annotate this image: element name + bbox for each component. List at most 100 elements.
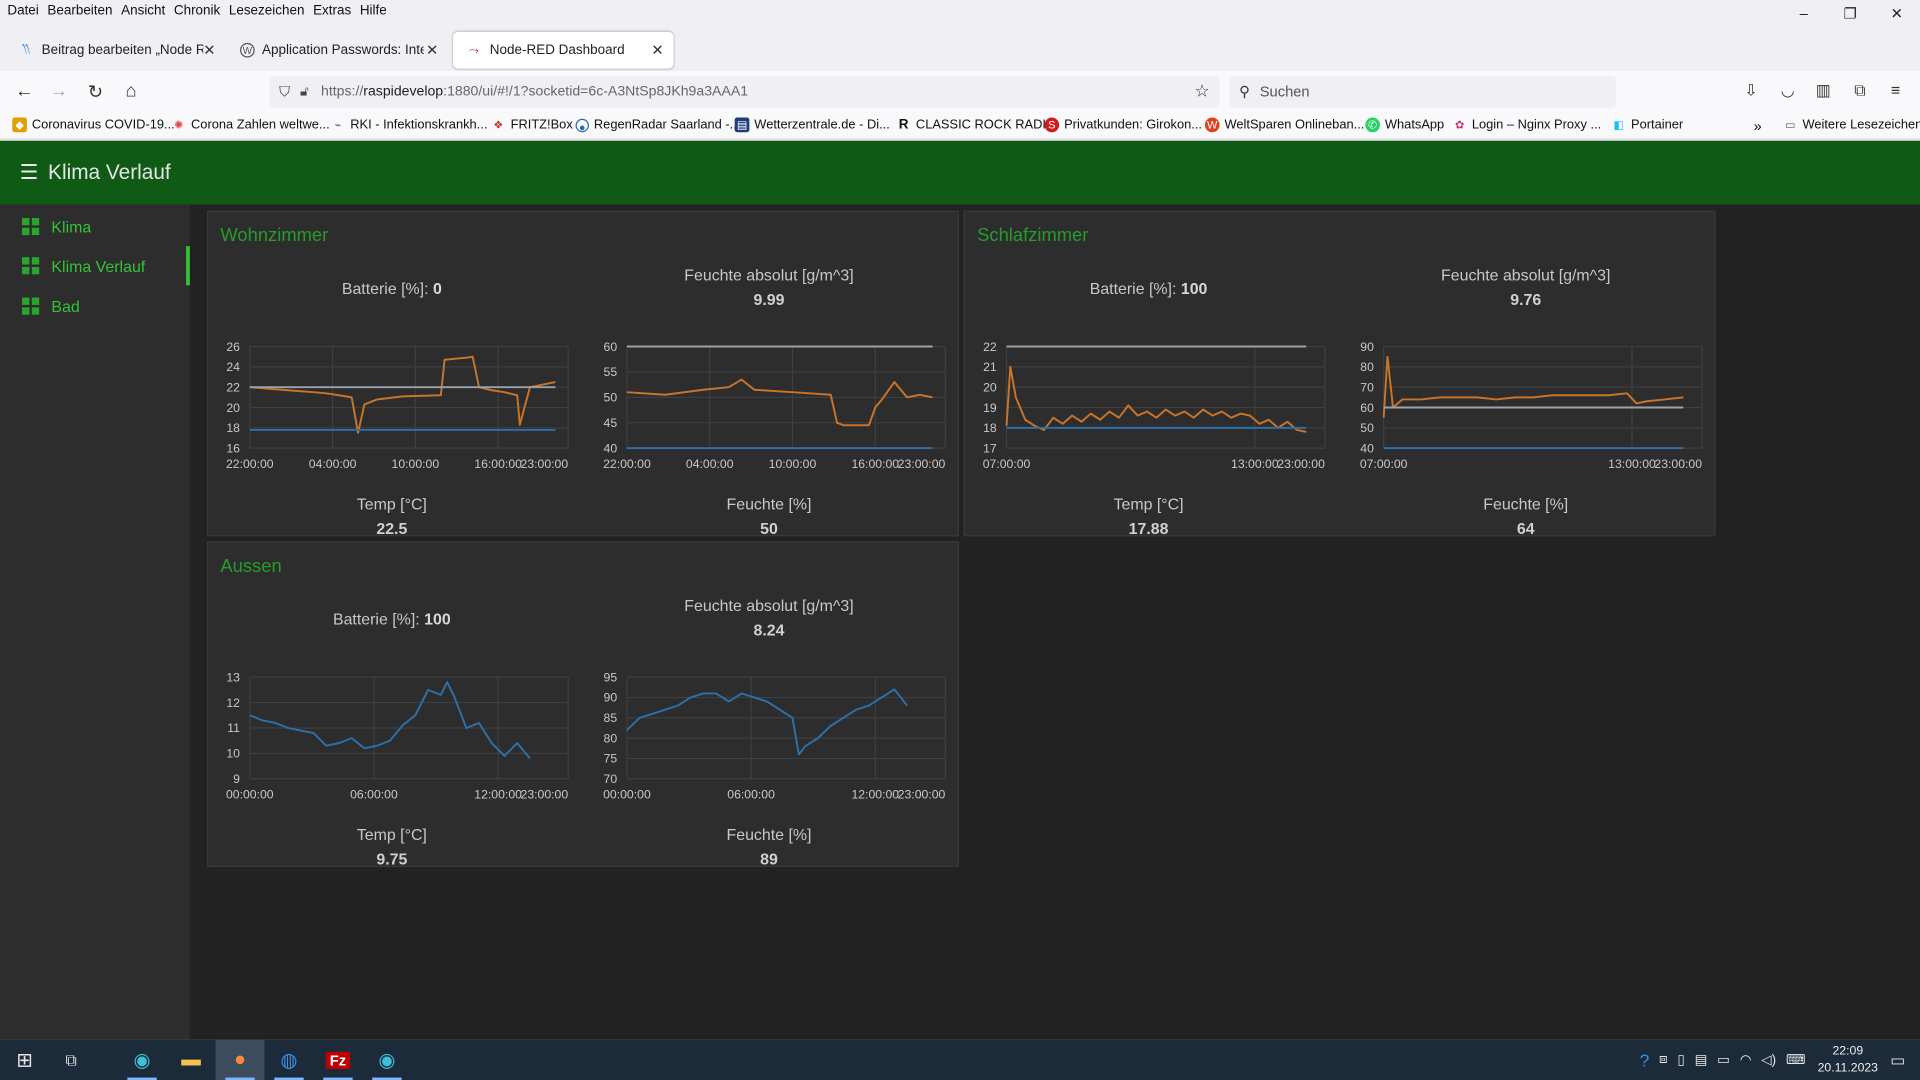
- battery-value: 100: [424, 609, 451, 629]
- pocket-icon[interactable]: ◡: [1780, 80, 1795, 100]
- temp-history-chart[interactable]: 16 18 20 22 24 26 22:00:00 04:00:00 10:00:00 16:0…: [208, 334, 583, 478]
- bookmark-star-icon[interactable]: ☆: [1194, 80, 1210, 101]
- bookmark-item[interactable]: ◆ Coronavirus COVID-19...: [12, 117, 175, 133]
- close-tab-icon[interactable]: ✕: [426, 41, 439, 59]
- home-icon[interactable]: ⌂: [125, 80, 137, 102]
- sidenav-item-bad[interactable]: Bad: [0, 287, 190, 326]
- menu-toggle-icon[interactable]: ☰: [19, 160, 39, 184]
- thunderbird-icon[interactable]: ◍: [264, 1040, 313, 1080]
- humidity-value: 89: [760, 849, 778, 869]
- printer-icon[interactable]: ▤: [1694, 1053, 1708, 1068]
- search-input[interactable]: Suchen: [1259, 83, 1310, 101]
- menu-lesezeichen[interactable]: Lesezeichen: [228, 3, 305, 19]
- search-bar[interactable]: ⚲ Suchen: [1229, 75, 1617, 108]
- notifications-icon[interactable]: ▭: [1890, 1050, 1906, 1069]
- bookmark-item[interactable]: ⌁ RKI - Infektionskrankh...: [331, 118, 488, 133]
- tab-bar: ᭟ Beitrag bearbeiten „Node Red P ✕ W App…: [0, 31, 1920, 89]
- tab-node-red-dashboard[interactable]: ⤳ Node-RED Dashboard ✕: [453, 31, 674, 69]
- bookmark-label: RegenRadar Saarland -...: [593, 117, 741, 133]
- menu-extras[interactable]: Extras: [313, 3, 352, 19]
- address-bar[interactable]: ⛉ 🔓︎ https://raspidevelop:1880/ui/#!/1?s…: [269, 75, 1220, 108]
- network-share-icon[interactable]: ⧈: [1659, 1051, 1668, 1067]
- hamburger-menu-icon[interactable]: ≡: [1890, 80, 1901, 100]
- bookmark-item[interactable]: ◧ Portainer: [1611, 118, 1684, 133]
- humidity-history-chart[interactable]: 70 75 80 85 90 95 00:00:00 06:00:00 12:00:0023:0…: [585, 665, 960, 809]
- filezilla-icon[interactable]: Fz: [313, 1040, 362, 1080]
- y-tick-label: 80: [604, 731, 618, 745]
- tab-label: Node-RED Dashboard: [489, 42, 625, 58]
- temp-history-chart[interactable]: 9 10 11 12 13 00:00:00 06:00:00 12:00:0023:00:0…: [208, 665, 583, 809]
- close-tab-icon[interactable]: ✕: [203, 41, 216, 59]
- abs-humidity-value: 9.76: [1510, 290, 1542, 309]
- back-icon[interactable]: ←: [15, 80, 34, 102]
- url-text[interactable]: https://raspidevelop:1880/ui/#!/1?socket…: [321, 84, 748, 99]
- bookmark-favicon-icon: ●: [575, 118, 589, 133]
- downloads-icon[interactable]: ⇩: [1744, 80, 1758, 100]
- bookmark-item[interactable]: ▤ Wetterzentrale.de - Di...: [734, 117, 890, 133]
- bookmark-label: Wetterzentrale.de - Di...: [754, 117, 890, 133]
- edge-dev-icon[interactable]: ◉: [362, 1040, 411, 1080]
- bookmark-item[interactable]: ● RegenRadar Saarland -...: [575, 117, 741, 133]
- help-icon[interactable]: ?: [1639, 1050, 1650, 1070]
- edge-icon[interactable]: ◉: [118, 1040, 167, 1080]
- battery-icon[interactable]: ▭: [1717, 1053, 1730, 1068]
- bookmark-item[interactable]: W WeltSparen Onlineban...: [1204, 117, 1364, 133]
- close-window-button[interactable]: ✕: [1890, 4, 1903, 23]
- clock[interactable]: 22:09 20.11.2023: [1818, 1043, 1878, 1077]
- y-tick-label: 95: [604, 670, 618, 684]
- more-bookmarks-chevron-icon[interactable]: »: [1753, 117, 1762, 135]
- abs-humidity-label: Feuchte absolut [g/m^3]: [684, 265, 854, 285]
- bookmark-item[interactable]: ✆ WhatsApp: [1365, 117, 1444, 133]
- dashboard-grid-icon: [22, 257, 40, 275]
- file-explorer-icon[interactable]: ▬: [181, 1048, 201, 1070]
- reload-icon[interactable]: ↻: [87, 82, 104, 103]
- menu-chronik[interactable]: Chronik: [173, 3, 221, 19]
- windows-start-icon[interactable]: ⊞: [16, 1050, 33, 1071]
- restore-button[interactable]: ❐: [1843, 4, 1857, 23]
- menu-hilfe[interactable]: Hilfe: [359, 3, 387, 19]
- keyboard-language-icon[interactable]: ⌨: [1785, 1053, 1806, 1068]
- other-bookmarks-folder[interactable]: ▭ Weitere Lesezeichen: [1783, 118, 1920, 133]
- bookmark-label: RKI - Infektionskrankh...: [350, 117, 488, 133]
- lock-icon[interactable]: 🔓︎: [300, 83, 309, 99]
- bookmark-label: Privatkunden: Girokon...: [1064, 117, 1203, 133]
- y-tick-label: 22: [226, 380, 240, 394]
- sidenav-item-klima-verlauf[interactable]: Klima Verlauf: [0, 246, 190, 286]
- y-tick-label: 50: [604, 391, 618, 405]
- bookmark-item[interactable]: ✺ Corona Zahlen weltwe...: [171, 118, 330, 133]
- wifi-icon[interactable]: ◠: [1739, 1053, 1752, 1068]
- menu-datei[interactable]: Datei: [7, 3, 39, 19]
- filezilla-glyph: Fz: [326, 1051, 350, 1069]
- extensions-icon[interactable]: ⧉: [1854, 80, 1866, 100]
- bookmark-item[interactable]: ❖ FRITZ!Box: [491, 118, 572, 133]
- volume-icon[interactable]: ◁): [1761, 1053, 1777, 1068]
- series-line-0: [626, 378, 933, 427]
- bookmark-item[interactable]: ✿ Login – Nginx Proxy ...: [1452, 118, 1601, 133]
- close-tab-icon[interactable]: ✕: [651, 41, 664, 59]
- dashboard-header: ☰ Klima Verlauf: [0, 140, 1920, 205]
- firefox-icon[interactable]: ●: [215, 1039, 265, 1080]
- x-tick-label: 23:00:00: [898, 457, 946, 471]
- bookmark-item[interactable]: S Privatkunden: Girokon...: [1044, 117, 1203, 133]
- bookmark-item[interactable]: R CLASSIC ROCK RADIO: [896, 118, 1056, 133]
- library-icon[interactable]: ▥: [1815, 80, 1831, 100]
- bookmark-favicon-icon: S: [1044, 117, 1060, 133]
- node-red-dashboard: ☰ Klima Verlauf Klima Klima Verlauf Bad …: [0, 140, 1920, 1040]
- usb-device-icon[interactable]: ▯: [1677, 1053, 1685, 1068]
- humidity-history-chart[interactable]: 40 45 50 55 60 22:00:00 04:00:00 10:00:00 16:00:…: [585, 334, 960, 478]
- minimize-button[interactable]: –: [1799, 4, 1808, 23]
- shield-icon[interactable]: ⛉: [279, 82, 291, 100]
- sidenav-item-klima[interactable]: Klima: [0, 207, 190, 246]
- task-view-icon[interactable]: ⧉: [65, 1050, 77, 1069]
- menu-bar: Datei Bearbeiten Ansicht Chronik Lesezei…: [0, 0, 1920, 23]
- y-tick-label: 21: [983, 360, 997, 374]
- menu-ansicht[interactable]: Ansicht: [121, 3, 166, 19]
- tab-beitrag-bearbeiten[interactable]: ᭟ Beitrag bearbeiten „Node Red P ✕: [5, 32, 225, 69]
- forward-icon[interactable]: →: [49, 80, 68, 102]
- menu-bearbeiten[interactable]: Bearbeiten: [47, 3, 113, 19]
- folder-icon: ▭: [1784, 118, 1796, 132]
- tab-application-passwords[interactable]: W Application Passwords: Integrat ✕: [228, 32, 448, 69]
- wordpress-editor-icon: ᭟: [21, 41, 30, 56]
